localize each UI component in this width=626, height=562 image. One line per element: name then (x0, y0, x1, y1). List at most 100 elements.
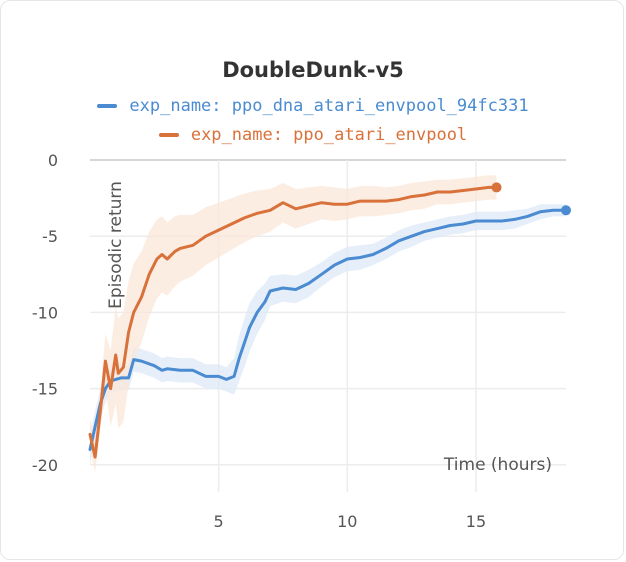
data-point (191, 369, 195, 372)
data-point (526, 215, 529, 218)
data-point (410, 234, 413, 238)
data-point (294, 288, 298, 291)
data-point (358, 199, 362, 203)
data-point (165, 257, 169, 261)
data-point (225, 378, 228, 381)
data-point (449, 190, 452, 194)
data-point (243, 216, 246, 220)
data-point (104, 359, 107, 363)
data-point (268, 289, 272, 293)
data-point (160, 369, 164, 372)
data-point (461, 189, 465, 192)
data-point (132, 358, 135, 361)
data-point (333, 263, 336, 267)
data-point (127, 376, 130, 380)
data-point (155, 257, 159, 261)
data-point (204, 234, 207, 238)
data-point (371, 253, 375, 256)
legend-item[interactable]: exp_name: ppo_atari_envpool (0, 125, 626, 145)
data-point (513, 218, 516, 221)
data-point (147, 273, 151, 276)
data-point (122, 366, 125, 369)
data-point (153, 364, 156, 367)
data-point (436, 190, 439, 194)
data-point (191, 244, 195, 247)
data-point (93, 455, 97, 459)
data-point (165, 367, 169, 370)
x-tick-label: 15 (466, 512, 486, 531)
data-point (238, 356, 241, 360)
series-line (88, 185, 498, 459)
data-point (461, 222, 465, 226)
data-point (114, 353, 117, 357)
data-point (88, 448, 92, 451)
data-point (248, 326, 251, 329)
series-line (88, 208, 568, 451)
legend-label: exp_name: ppo_dna_atari_envpool_94fc331 (129, 96, 529, 116)
data-point (178, 369, 182, 372)
data-point (294, 207, 298, 210)
data-point (539, 210, 542, 214)
x-tick-label: 5 (214, 512, 224, 531)
y-tick-label: 0 (48, 151, 58, 170)
y-axis-title: Episodic return (106, 181, 126, 309)
data-point (449, 224, 452, 227)
data-point (358, 256, 362, 259)
data-point (88, 433, 92, 436)
data-point (346, 257, 349, 261)
legend-label: exp_name: ppo_atari_envpool (190, 125, 468, 145)
data-point (117, 372, 120, 375)
x-tick-label: 10 (337, 512, 357, 531)
data-point (173, 250, 177, 253)
y-tick-label: -15 (32, 380, 58, 399)
confidence-bands (90, 175, 566, 473)
data-point (384, 247, 388, 250)
chart-title: DoubleDunk-v5 (222, 58, 404, 82)
data-point (160, 253, 164, 256)
data-point (474, 187, 478, 191)
data-point (307, 282, 310, 285)
data-point (268, 209, 272, 212)
y-tick-label: -5 (42, 227, 58, 246)
data-point (99, 410, 102, 413)
data-point (384, 199, 388, 203)
data-point (119, 376, 123, 380)
data-point (423, 193, 426, 197)
data-point (487, 186, 491, 189)
data-point (397, 239, 400, 242)
data-point (263, 300, 267, 303)
data-point (109, 387, 112, 390)
data-point (230, 222, 233, 226)
data-point (320, 273, 323, 276)
data-point (204, 375, 207, 378)
data-point (487, 219, 491, 223)
data-point (423, 230, 426, 233)
series-lines (88, 182, 571, 459)
legend-item[interactable]: exp_name: ppo_dna_atari_envpool_94fc331 (0, 96, 626, 116)
data-point (474, 219, 478, 223)
data-point (127, 330, 130, 334)
data-point (281, 201, 285, 204)
legend-swatch (158, 133, 179, 137)
data-point (551, 209, 555, 212)
data-point (178, 247, 182, 250)
x-axis-title: Time (hours) (443, 455, 552, 475)
data-point (307, 204, 310, 207)
axes: 0 -5 -10 -15 -20 5 10 15 (32, 151, 486, 531)
series-end-marker (491, 182, 502, 193)
data-point (333, 202, 336, 206)
data-point (217, 375, 220, 378)
data-point (93, 425, 97, 428)
data-point (500, 219, 503, 223)
data-point (371, 199, 375, 203)
data-point (140, 359, 143, 363)
data-point (281, 286, 285, 290)
y-tick-label: -20 (32, 456, 58, 475)
data-point (243, 341, 246, 345)
data-point (256, 311, 259, 314)
legend-swatch (97, 104, 118, 108)
data-point (232, 375, 236, 378)
data-point (256, 212, 259, 215)
